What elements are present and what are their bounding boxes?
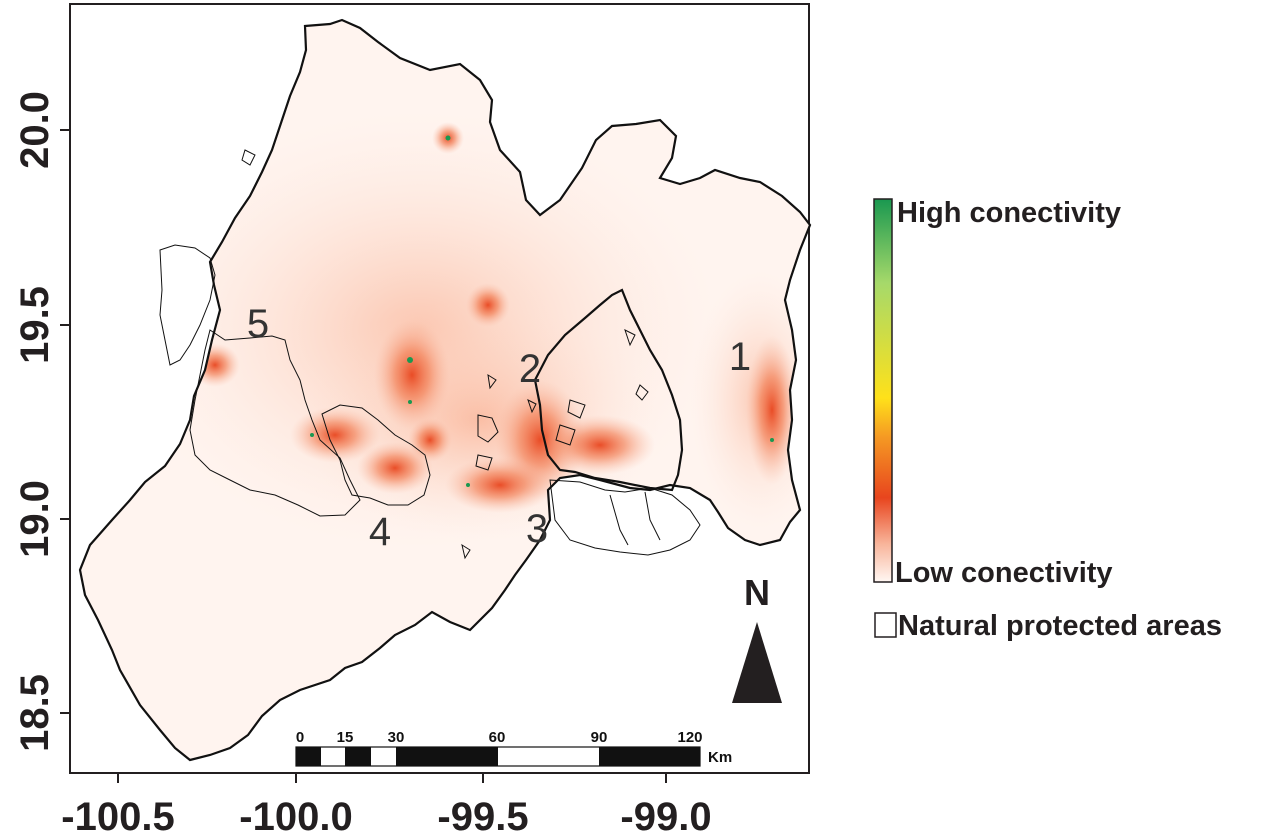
city-boundary — [533, 288, 684, 492]
scale-tick-label: 0 — [296, 729, 304, 746]
legend-low-label: Low conectivity — [895, 557, 1113, 589]
y-tick-label: 19.0 — [13, 480, 57, 558]
state-boundary — [78, 18, 812, 762]
y-tick-label: 19.5 — [13, 286, 57, 364]
x-tick-label: -99.5 — [437, 795, 528, 839]
north-arrow: N — [732, 572, 782, 703]
scale-tick-label: 30 — [388, 729, 405, 746]
legend-protected-label: Natural protected areas — [898, 610, 1222, 642]
scale-tick-label: 60 — [489, 729, 506, 746]
north-label: N — [744, 572, 770, 613]
x-tick-label: -99.0 — [620, 795, 711, 839]
region-label-2: 2 — [519, 347, 541, 391]
legend-high-label: High conectivity — [897, 197, 1121, 229]
scale-tick-label: 120 — [677, 729, 702, 746]
region-label-4: 4 — [369, 510, 391, 554]
x-tick-label: -100.5 — [61, 795, 174, 839]
x-tick-label: -100.0 — [239, 795, 352, 839]
scale-tick-label: 15 — [337, 729, 354, 746]
scale-bar: 0 15 30 60 90 120 Km — [295, 729, 732, 767]
legend-colorbar — [873, 198, 893, 583]
region-label-1: 1 — [729, 335, 751, 379]
axis-ticks — [60, 129, 667, 783]
protected-areas — [159, 149, 701, 560]
protected-area-swatch-icon — [874, 612, 897, 638]
region-label-3: 3 — [526, 507, 548, 551]
scale-tick-label: 90 — [591, 729, 608, 746]
region-label-5: 5 — [247, 302, 269, 346]
north-arrow-icon — [732, 622, 782, 703]
y-tick-label: 20.0 — [13, 91, 57, 169]
scale-unit: Km — [708, 749, 732, 766]
y-tick-label: 18.5 — [13, 674, 57, 752]
